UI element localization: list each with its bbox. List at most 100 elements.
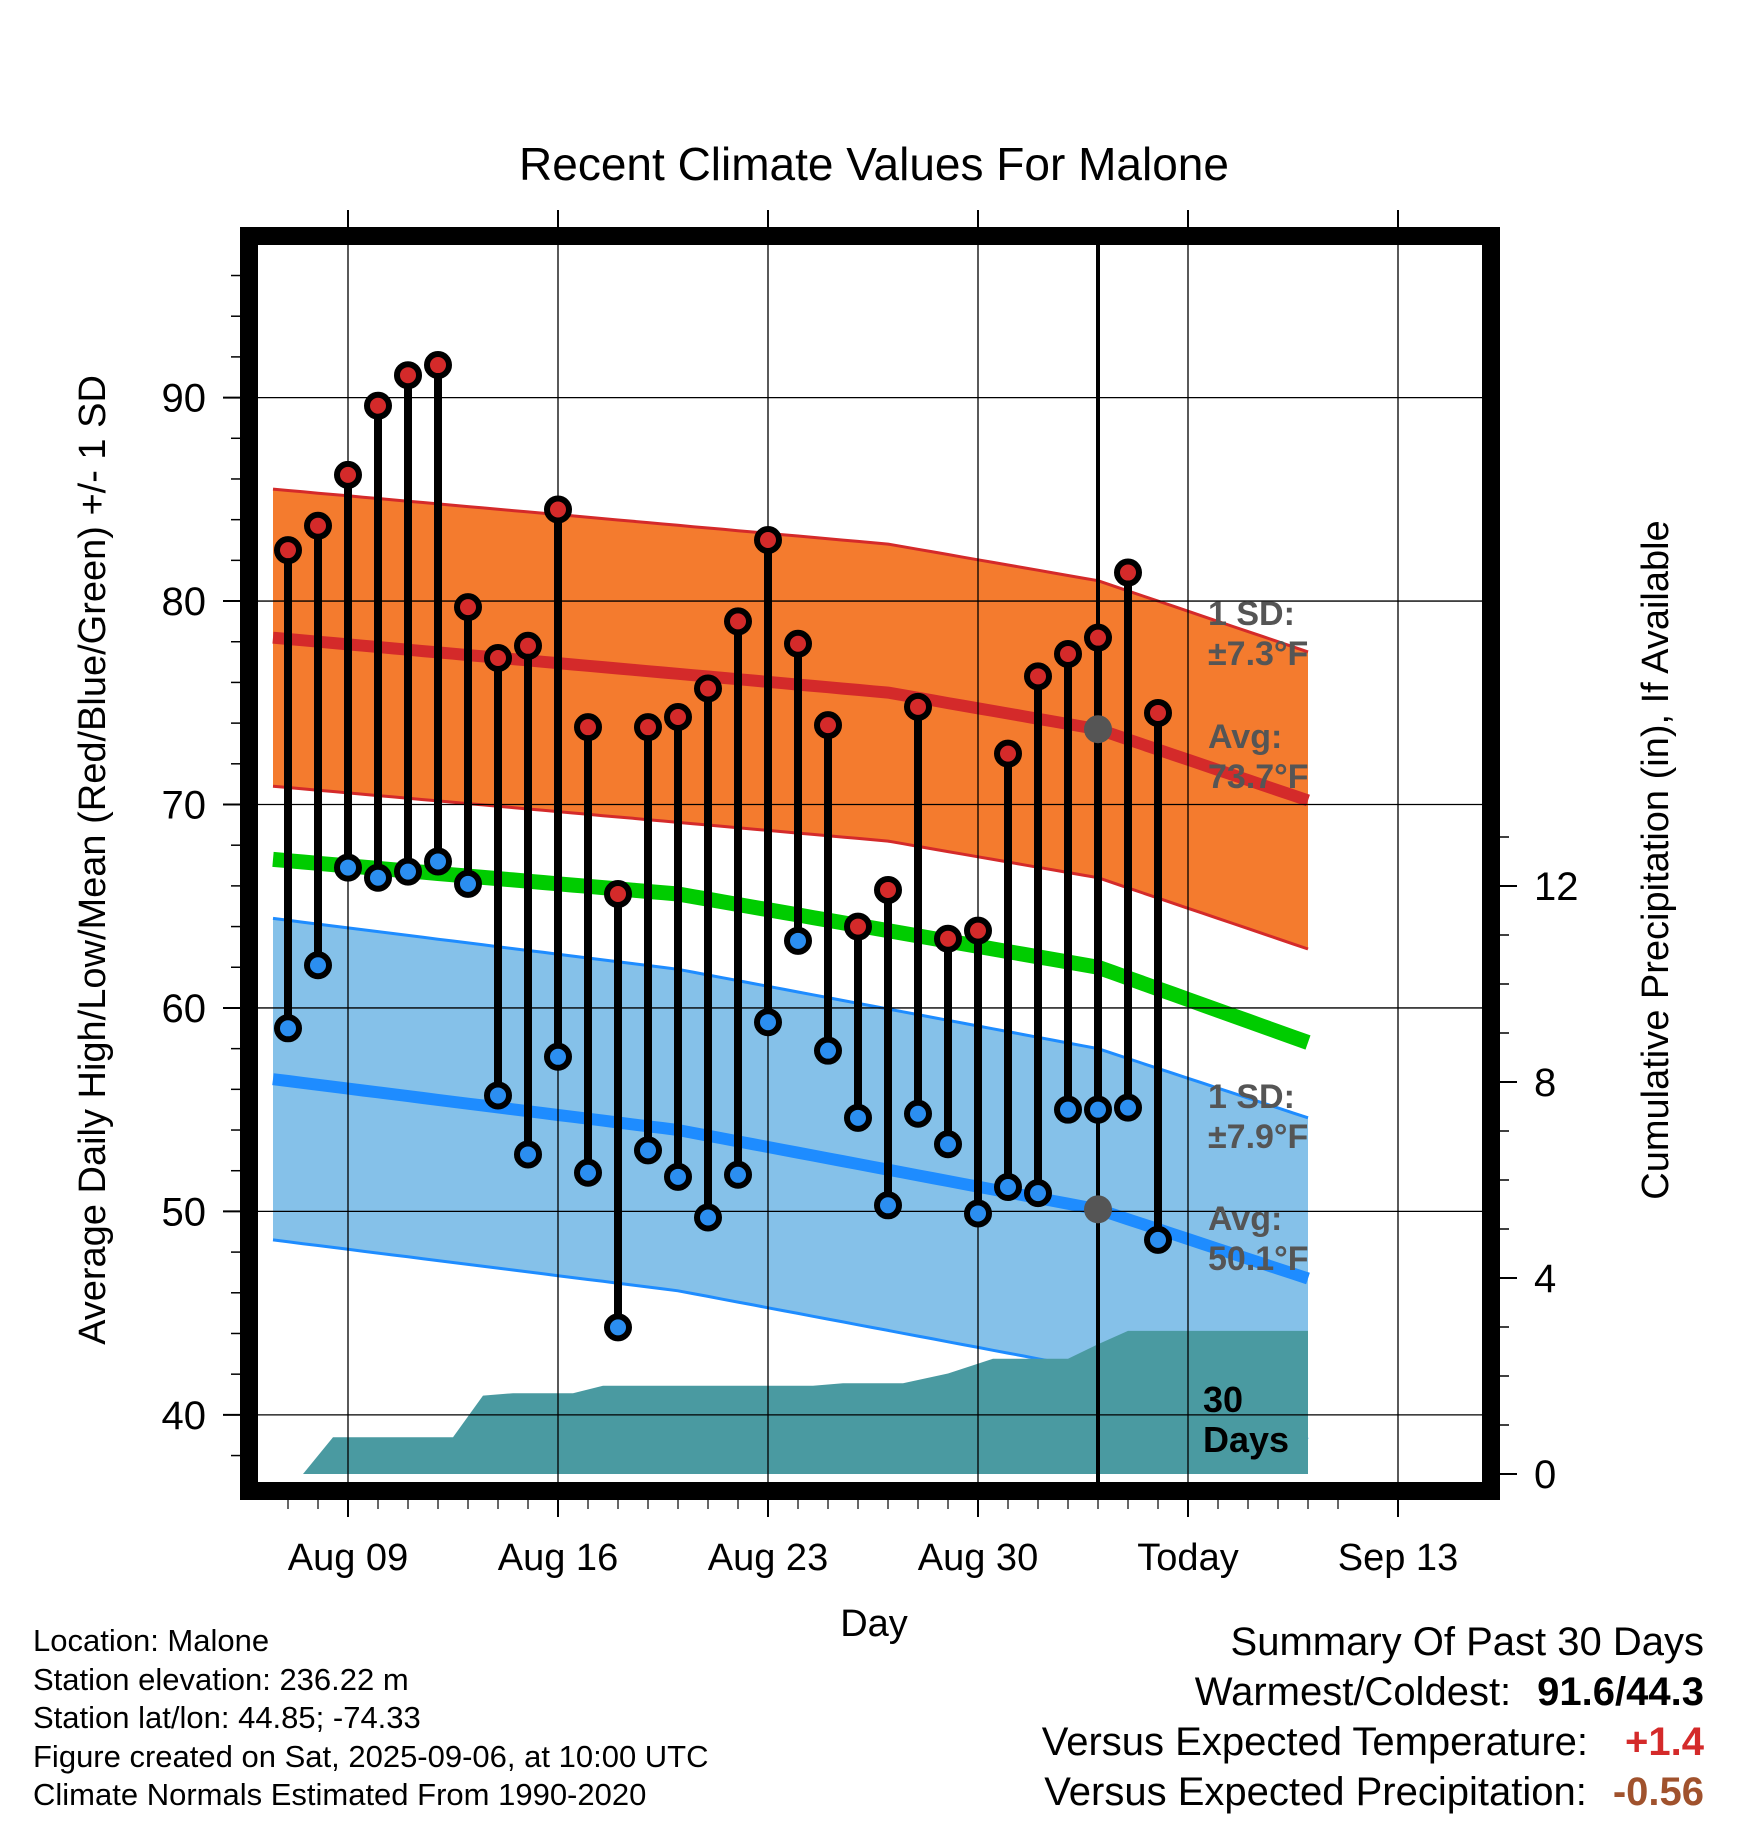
high-sd-annotation-1: ±7.3°F [1208,635,1308,673]
precip-label: Versus Expected Precipitation: [1044,1770,1587,1814]
high-point-12 [634,713,662,742]
low-point-20 [874,1191,902,1220]
low-point-9 [544,1042,572,1071]
low-point-15 [724,1160,752,1189]
x-tick-label-1: Aug 16 [498,1537,618,1579]
x-tick-label-0: Aug 09 [288,1537,408,1579]
high-point-6 [454,593,482,622]
low-point-3 [364,863,392,892]
low-point-2 [334,853,362,882]
summary-title: Summary Of Past 30 Days [1230,1620,1704,1664]
y-tick-label-80: 80 [162,580,207,624]
low-point-7 [484,1081,512,1110]
info-latlon: Station lat/lon: 44.85; -74.33 [33,1700,421,1735]
low-point-27 [1084,1095,1112,1124]
low-point-12 [634,1136,662,1165]
y-tick-label-60: 60 [162,987,207,1031]
high-avg-annotation-0: Avg: [1208,718,1282,756]
high-avg-line [272,631,1310,807]
high-sd-annotation-0: 1 SD: [1208,595,1295,633]
high-point-29 [1144,698,1172,727]
plot-area [258,245,1482,1482]
low-point-1 [304,951,332,980]
x-tick-label-4: Today [1137,1537,1238,1579]
low-point-24 [994,1172,1022,1201]
low-point-14 [694,1203,722,1232]
high-point-14 [694,674,722,703]
high-point-2 [334,460,362,489]
low-point-8 [514,1140,542,1169]
x-axis-label: Day [840,1603,908,1645]
high-point-22 [934,924,962,953]
station-info: Location: Malone Station elevation: 236.… [33,1622,709,1815]
days-annotation-1: Days [1203,1419,1289,1460]
plot-frame [240,227,1500,1500]
info-created: Figure created on Sat, 2025-09-06, at 10… [33,1738,709,1774]
low-point-11 [604,1313,632,1342]
low-point-21 [904,1099,932,1128]
precip-value: -0.56 [1612,1770,1704,1814]
high-point-15 [724,607,752,636]
info-elevation: Station elevation: 236.22 m [33,1661,409,1697]
axes: 40 50 60 70 80 90 0 4 8 12 Aug 09 Aug 16 Aug 23 Aug 3… [162,210,1579,1579]
low-point-16 [754,1008,782,1037]
high-point-4 [394,361,422,390]
x-tick-label-5: Sep 13 [1338,1537,1458,1579]
low-point-18 [814,1036,842,1065]
low-point-26 [1054,1095,1082,1124]
y2-tick-label-12: 12 [1534,865,1579,909]
high-point-9 [544,495,572,524]
info-normals: Climate Normals Estimated From 1990-2020 [33,1777,647,1812]
low-avg-annotation-1: 50.1°F [1208,1240,1309,1278]
warmest-value: 91.6/44.3 [1537,1670,1704,1714]
low-avg-annotation-0: Avg: [1208,1200,1282,1238]
info-location: Location: Malone [33,1623,270,1658]
low-point-13 [664,1162,692,1191]
today-high-avg-marker [1084,715,1112,744]
high-point-26 [1054,639,1082,668]
high-point-18 [814,711,842,740]
low-point-25 [1024,1179,1052,1208]
low-point-0 [274,1014,302,1043]
high-point-13 [664,703,692,732]
low-point-10 [574,1158,602,1187]
high-point-8 [514,631,542,660]
low-point-29 [1144,1225,1172,1254]
high-point-27 [1084,623,1112,652]
y-tick-label-40: 40 [162,1394,207,1438]
y2-tick-label-4: 4 [1534,1257,1556,1301]
days-annotation-0: 30 [1203,1379,1243,1420]
x-tick-label-2: Aug 23 [708,1537,828,1579]
high-point-7 [484,644,512,673]
low-point-5 [424,847,452,876]
x-tick-label-3: Aug 30 [918,1537,1038,1579]
low-point-19 [844,1103,872,1132]
low-point-28 [1114,1093,1142,1122]
precip-area [303,1330,1308,1474]
y-tick-label-50: 50 [162,1190,207,1234]
high-point-16 [754,526,782,555]
high-point-5 [424,351,452,380]
high-point-10 [574,713,602,742]
y-axis-label: Average Daily High/Low/Mean (Red/Blue/Gr… [72,375,114,1345]
y2-axis-label: Cumulative Precipitation (in), If Availa… [1635,520,1677,1199]
low-sd-upper-line [272,916,1309,1120]
mean-line [272,851,1311,1050]
low-point-4 [394,857,422,886]
low-point-17 [784,926,812,955]
y2-tick-label-0: 0 [1534,1453,1556,1497]
low-point-23 [964,1199,992,1228]
y-tick-label-90: 90 [162,377,207,421]
temp-value: +1.4 [1625,1720,1704,1764]
summary-panel: Summary Of Past 30 Days Warmest/Coldest:… [1042,1617,1704,1817]
high-point-25 [1024,662,1052,691]
daily-stems [274,351,1172,1342]
high-sd-band [273,489,1308,949]
low-avg-line [272,1073,1310,1285]
high-sd-upper-line [272,487,1309,654]
high-point-0 [274,536,302,565]
high-sd-lower-line [272,784,1309,951]
y-tick-label-70: 70 [162,783,207,827]
